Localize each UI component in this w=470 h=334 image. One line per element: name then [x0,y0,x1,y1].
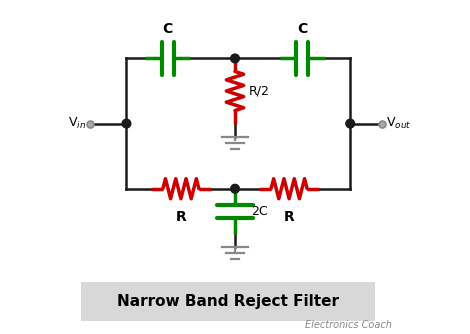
Text: C: C [298,22,307,36]
Circle shape [346,119,354,128]
Circle shape [122,119,131,128]
Text: R: R [175,210,186,224]
Text: R: R [284,210,295,224]
Text: Electronics Coach: Electronics Coach [305,320,392,330]
Circle shape [231,184,239,193]
Text: Narrow Band Reject Filter: Narrow Band Reject Filter [118,294,339,309]
Bar [81,282,375,321]
Text: C: C [163,22,172,36]
Text: R/2: R/2 [249,85,270,98]
Circle shape [231,54,239,63]
Text: V$_{out}$: V$_{out}$ [386,116,411,131]
Text: V$_{in}$: V$_{in}$ [68,116,86,131]
Text: 2C: 2C [251,205,267,218]
